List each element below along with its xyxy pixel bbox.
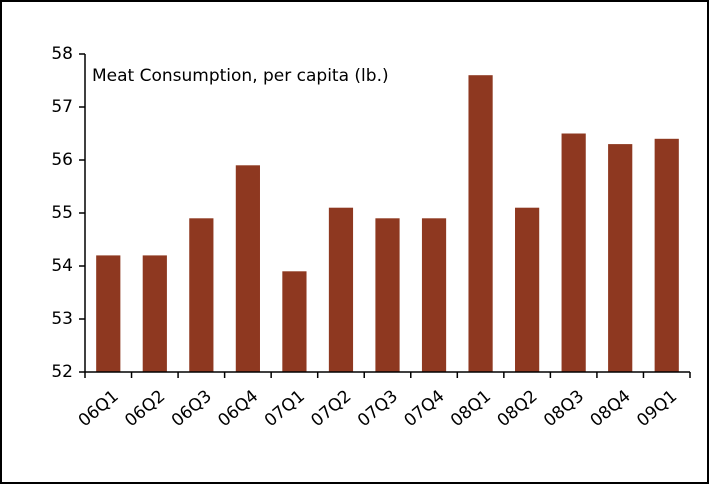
bar [468, 75, 493, 372]
y-tick-label: 56 [51, 150, 73, 170]
bar [654, 138, 679, 372]
bar [515, 207, 540, 372]
y-tick-label: 58 [51, 44, 73, 64]
bar [189, 218, 214, 372]
chart-title: Meat Consumption, per capita (lb.) [92, 66, 389, 86]
y-tick-label: 52 [51, 362, 73, 382]
y-tick-label: 55 [51, 203, 73, 223]
y-tick-label: 57 [51, 97, 73, 117]
bar [328, 207, 354, 372]
bar [421, 218, 447, 372]
y-tick-label: 53 [51, 309, 73, 329]
bar [142, 255, 167, 372]
y-tick-label: 54 [51, 256, 73, 276]
bar [235, 165, 260, 372]
bar [561, 133, 586, 372]
bar [375, 218, 400, 372]
bar [96, 255, 121, 372]
bar [282, 271, 307, 372]
bar [608, 144, 633, 372]
